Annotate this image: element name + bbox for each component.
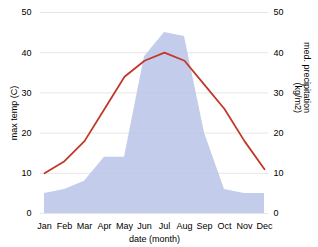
svg-text:Dec: Dec [256, 221, 273, 231]
svg-text:40: 40 [274, 48, 284, 58]
svg-text:Jul: Jul [159, 221, 171, 231]
svg-text:0: 0 [26, 208, 31, 218]
svg-text:Aug: Aug [176, 221, 192, 231]
svg-text:date (month): date (month) [129, 234, 180, 244]
svg-text:Oct: Oct [217, 221, 232, 231]
svg-text:Nov: Nov [236, 221, 253, 231]
svg-text:10: 10 [274, 168, 284, 178]
svg-text:30: 30 [274, 88, 284, 98]
svg-text:20: 20 [21, 128, 31, 138]
svg-text:Jan: Jan [37, 221, 52, 231]
svg-text:Mar: Mar [77, 221, 93, 231]
svg-text:med. precipitation(kg/m2): med. precipitation(kg/m2) [293, 42, 312, 113]
svg-text:max temp (C): max temp (C) [9, 86, 19, 141]
svg-text:10: 10 [21, 168, 31, 178]
svg-text:50: 50 [274, 7, 284, 17]
svg-text:30: 30 [21, 88, 31, 98]
svg-text:50: 50 [21, 7, 31, 17]
svg-text:0: 0 [274, 208, 279, 218]
svg-text:20: 20 [274, 128, 284, 138]
svg-text:Jun: Jun [137, 221, 152, 231]
svg-text:May: May [116, 221, 134, 231]
svg-text:40: 40 [21, 48, 31, 58]
svg-text:Feb: Feb [57, 221, 73, 231]
svg-text:Apr: Apr [97, 221, 111, 231]
svg-text:Sep: Sep [196, 221, 212, 231]
